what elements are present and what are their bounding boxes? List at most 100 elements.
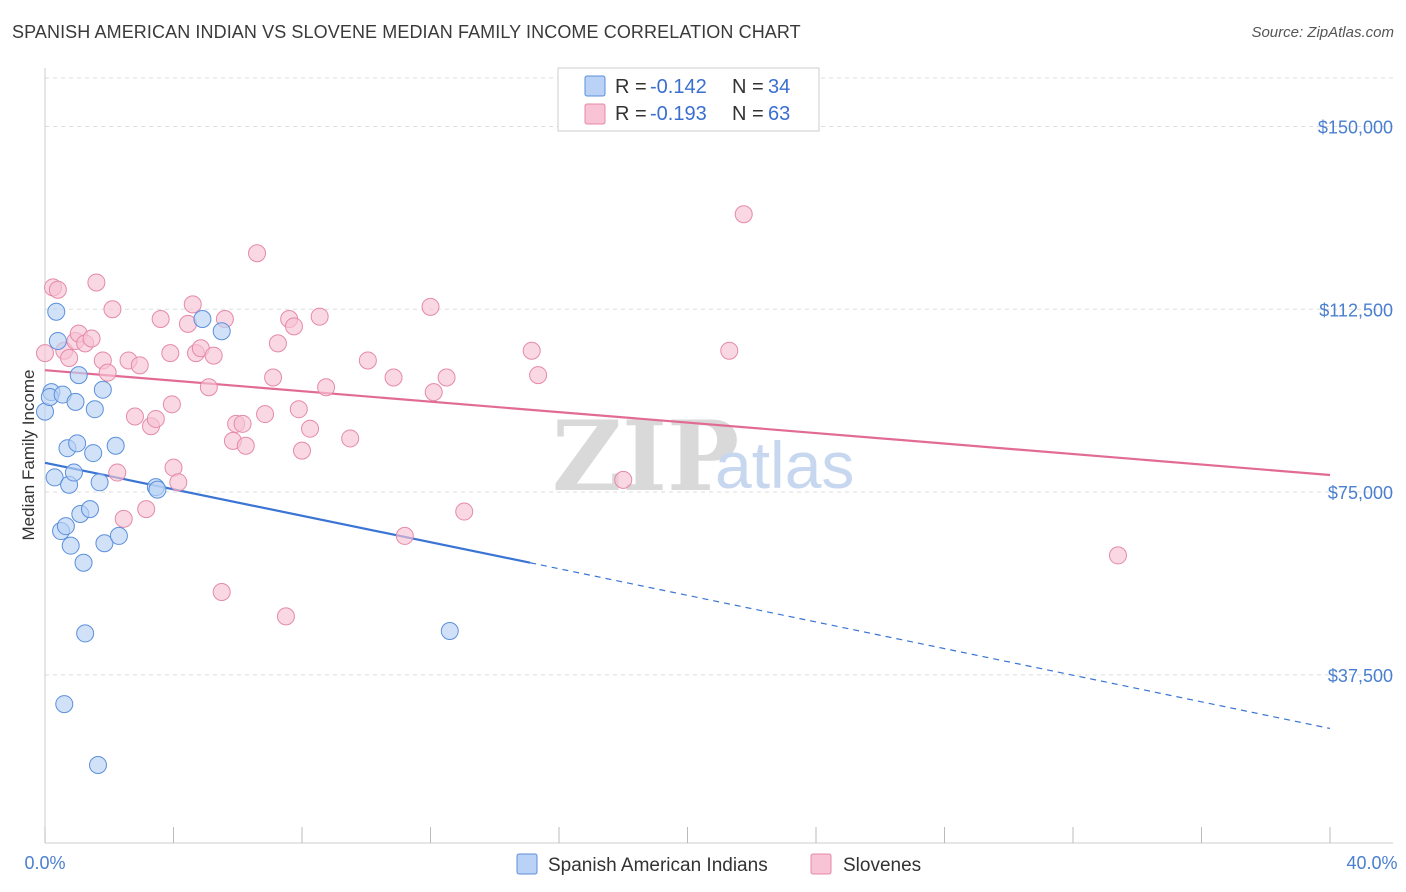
data-point-slovenes — [264, 368, 283, 387]
data-point-slovenes — [108, 463, 127, 482]
data-point-slovenes — [169, 473, 188, 492]
bottom-legend-label-pink: Slovenes — [843, 855, 921, 876]
data-point-slovenes — [233, 414, 252, 433]
data-point-slovenes — [437, 368, 456, 387]
data-point-slovenes — [212, 582, 231, 601]
legend-r-label-1: R = — [615, 76, 647, 98]
data-point-spanish-american-indians — [93, 380, 112, 399]
data-point-slovenes — [162, 395, 181, 414]
data-point-slovenes — [424, 383, 443, 402]
data-point-slovenes — [293, 441, 311, 460]
data-point-slovenes — [146, 409, 165, 428]
y-tick-label: $150,000 — [1318, 117, 1393, 137]
data-point-slovenes — [183, 295, 202, 314]
data-point-slovenes — [204, 346, 223, 365]
data-point-slovenes — [161, 344, 180, 363]
data-point-spanish-american-indians — [85, 400, 104, 419]
data-point-slovenes — [289, 400, 308, 419]
data-point-slovenes — [720, 341, 739, 360]
data-point-slovenes — [103, 300, 122, 319]
data-point-slovenes — [1108, 546, 1127, 565]
data-point-slovenes — [236, 436, 255, 455]
x-tick-labels: 0.0% 40.0% — [24, 853, 1397, 873]
trend-line-spanish-american-indians — [44, 461, 531, 564]
watermark: ZIP atlas — [552, 400, 854, 513]
data-point-slovenes — [130, 356, 149, 375]
data-point-slovenes — [114, 509, 133, 528]
data-point-slovenes — [734, 205, 753, 224]
chart-source: Source: ZipAtlas.com — [1251, 24, 1394, 41]
data-point-spanish-american-indians — [56, 517, 75, 536]
data-point-slovenes — [317, 378, 336, 397]
data-point-slovenes — [614, 470, 633, 489]
legend-n-label-1: N = — [732, 76, 764, 98]
data-point-spanish-american-indians — [109, 526, 128, 545]
y-tick-labels: $37,500 $75,000 $112,500 $150,000 — [1318, 117, 1393, 685]
data-point-slovenes — [151, 310, 170, 329]
legend-r-value-1: -0.142 — [650, 76, 707, 98]
data-point-spanish-american-indians — [95, 534, 114, 553]
data-point-slovenes — [395, 526, 414, 545]
x-tick-label-start: 0.0% — [24, 853, 65, 873]
data-point-spanish-american-indians — [440, 621, 459, 640]
data-point-slovenes — [87, 273, 106, 292]
data-point-slovenes — [248, 244, 267, 263]
y-tick-label: $112,500 — [1319, 300, 1393, 320]
legend: R = -0.142 N = 34 R = -0.193 N = 63 — [557, 67, 820, 132]
data-point-slovenes — [268, 334, 287, 353]
legend-n-label-2: N = — [732, 103, 764, 125]
data-point-spanish-american-indians — [64, 463, 83, 482]
data-point-slovenes — [60, 349, 79, 368]
bottom-legend-swatch-pink — [810, 853, 832, 875]
data-point-spanish-american-indians — [47, 302, 66, 321]
data-point-slovenes — [310, 307, 329, 326]
legend-r-label-2: R = — [615, 103, 647, 125]
data-point-spanish-american-indians — [90, 473, 109, 492]
data-point-slovenes — [284, 317, 303, 336]
data-point-slovenes — [276, 607, 295, 626]
y-axis-label: Median Family Income — [19, 369, 38, 540]
legend-n-value-1: 34 — [768, 76, 790, 98]
data-point-spanish-american-indians — [84, 444, 103, 463]
trend-line-slovenes — [44, 369, 1331, 477]
axes — [44, 68, 1393, 844]
legend-r-value-2: -0.193 — [650, 103, 707, 125]
bottom-legend: Spanish American Indians Slovenes — [516, 853, 921, 876]
data-point-slovenes — [522, 341, 541, 360]
data-point-spanish-american-indians — [55, 695, 74, 714]
data-point-slovenes — [36, 344, 54, 363]
legend-n-value-2: 63 — [768, 103, 790, 125]
series-slovenes — [36, 205, 1127, 626]
x-tick-label-end: 40.0% — [1346, 853, 1397, 873]
data-point-spanish-american-indians — [106, 436, 125, 455]
grid-lines — [45, 77, 1393, 676]
data-point-slovenes — [48, 280, 67, 299]
data-point-spanish-american-indians — [74, 553, 93, 572]
data-point-slovenes — [82, 329, 101, 348]
data-point-slovenes — [384, 368, 403, 387]
data-point-slovenes — [341, 429, 360, 448]
watermark-zip: ZIP — [552, 400, 739, 513]
data-point-spanish-american-indians — [80, 500, 99, 519]
bottom-legend-label-blue: Spanish American Indians — [548, 855, 768, 876]
bottom-legend-swatch-blue — [516, 853, 538, 875]
data-point-slovenes — [455, 502, 474, 521]
data-point-spanish-american-indians — [61, 536, 80, 555]
y-tick-label: $75,000 — [1328, 483, 1393, 503]
data-point-slovenes — [529, 366, 548, 385]
data-point-spanish-american-indians — [193, 310, 212, 329]
data-point-slovenes — [256, 405, 275, 424]
watermark-atlas: atlas — [715, 428, 854, 502]
trend-line-projection — [529, 562, 1331, 730]
legend-swatch-blue — [584, 75, 606, 97]
data-point-spanish-american-indians — [48, 331, 67, 350]
data-point-slovenes — [98, 363, 117, 382]
data-point-spanish-american-indians — [76, 624, 95, 643]
data-point-spanish-american-indians — [45, 468, 64, 487]
data-point-spanish-american-indians — [89, 756, 108, 775]
data-point-slovenes — [199, 378, 218, 397]
trend-lines — [44, 369, 1331, 730]
chart-title: SPANISH AMERICAN INDIAN VS SLOVENE MEDIA… — [12, 22, 801, 42]
series-spanish-american-indians — [36, 302, 459, 775]
